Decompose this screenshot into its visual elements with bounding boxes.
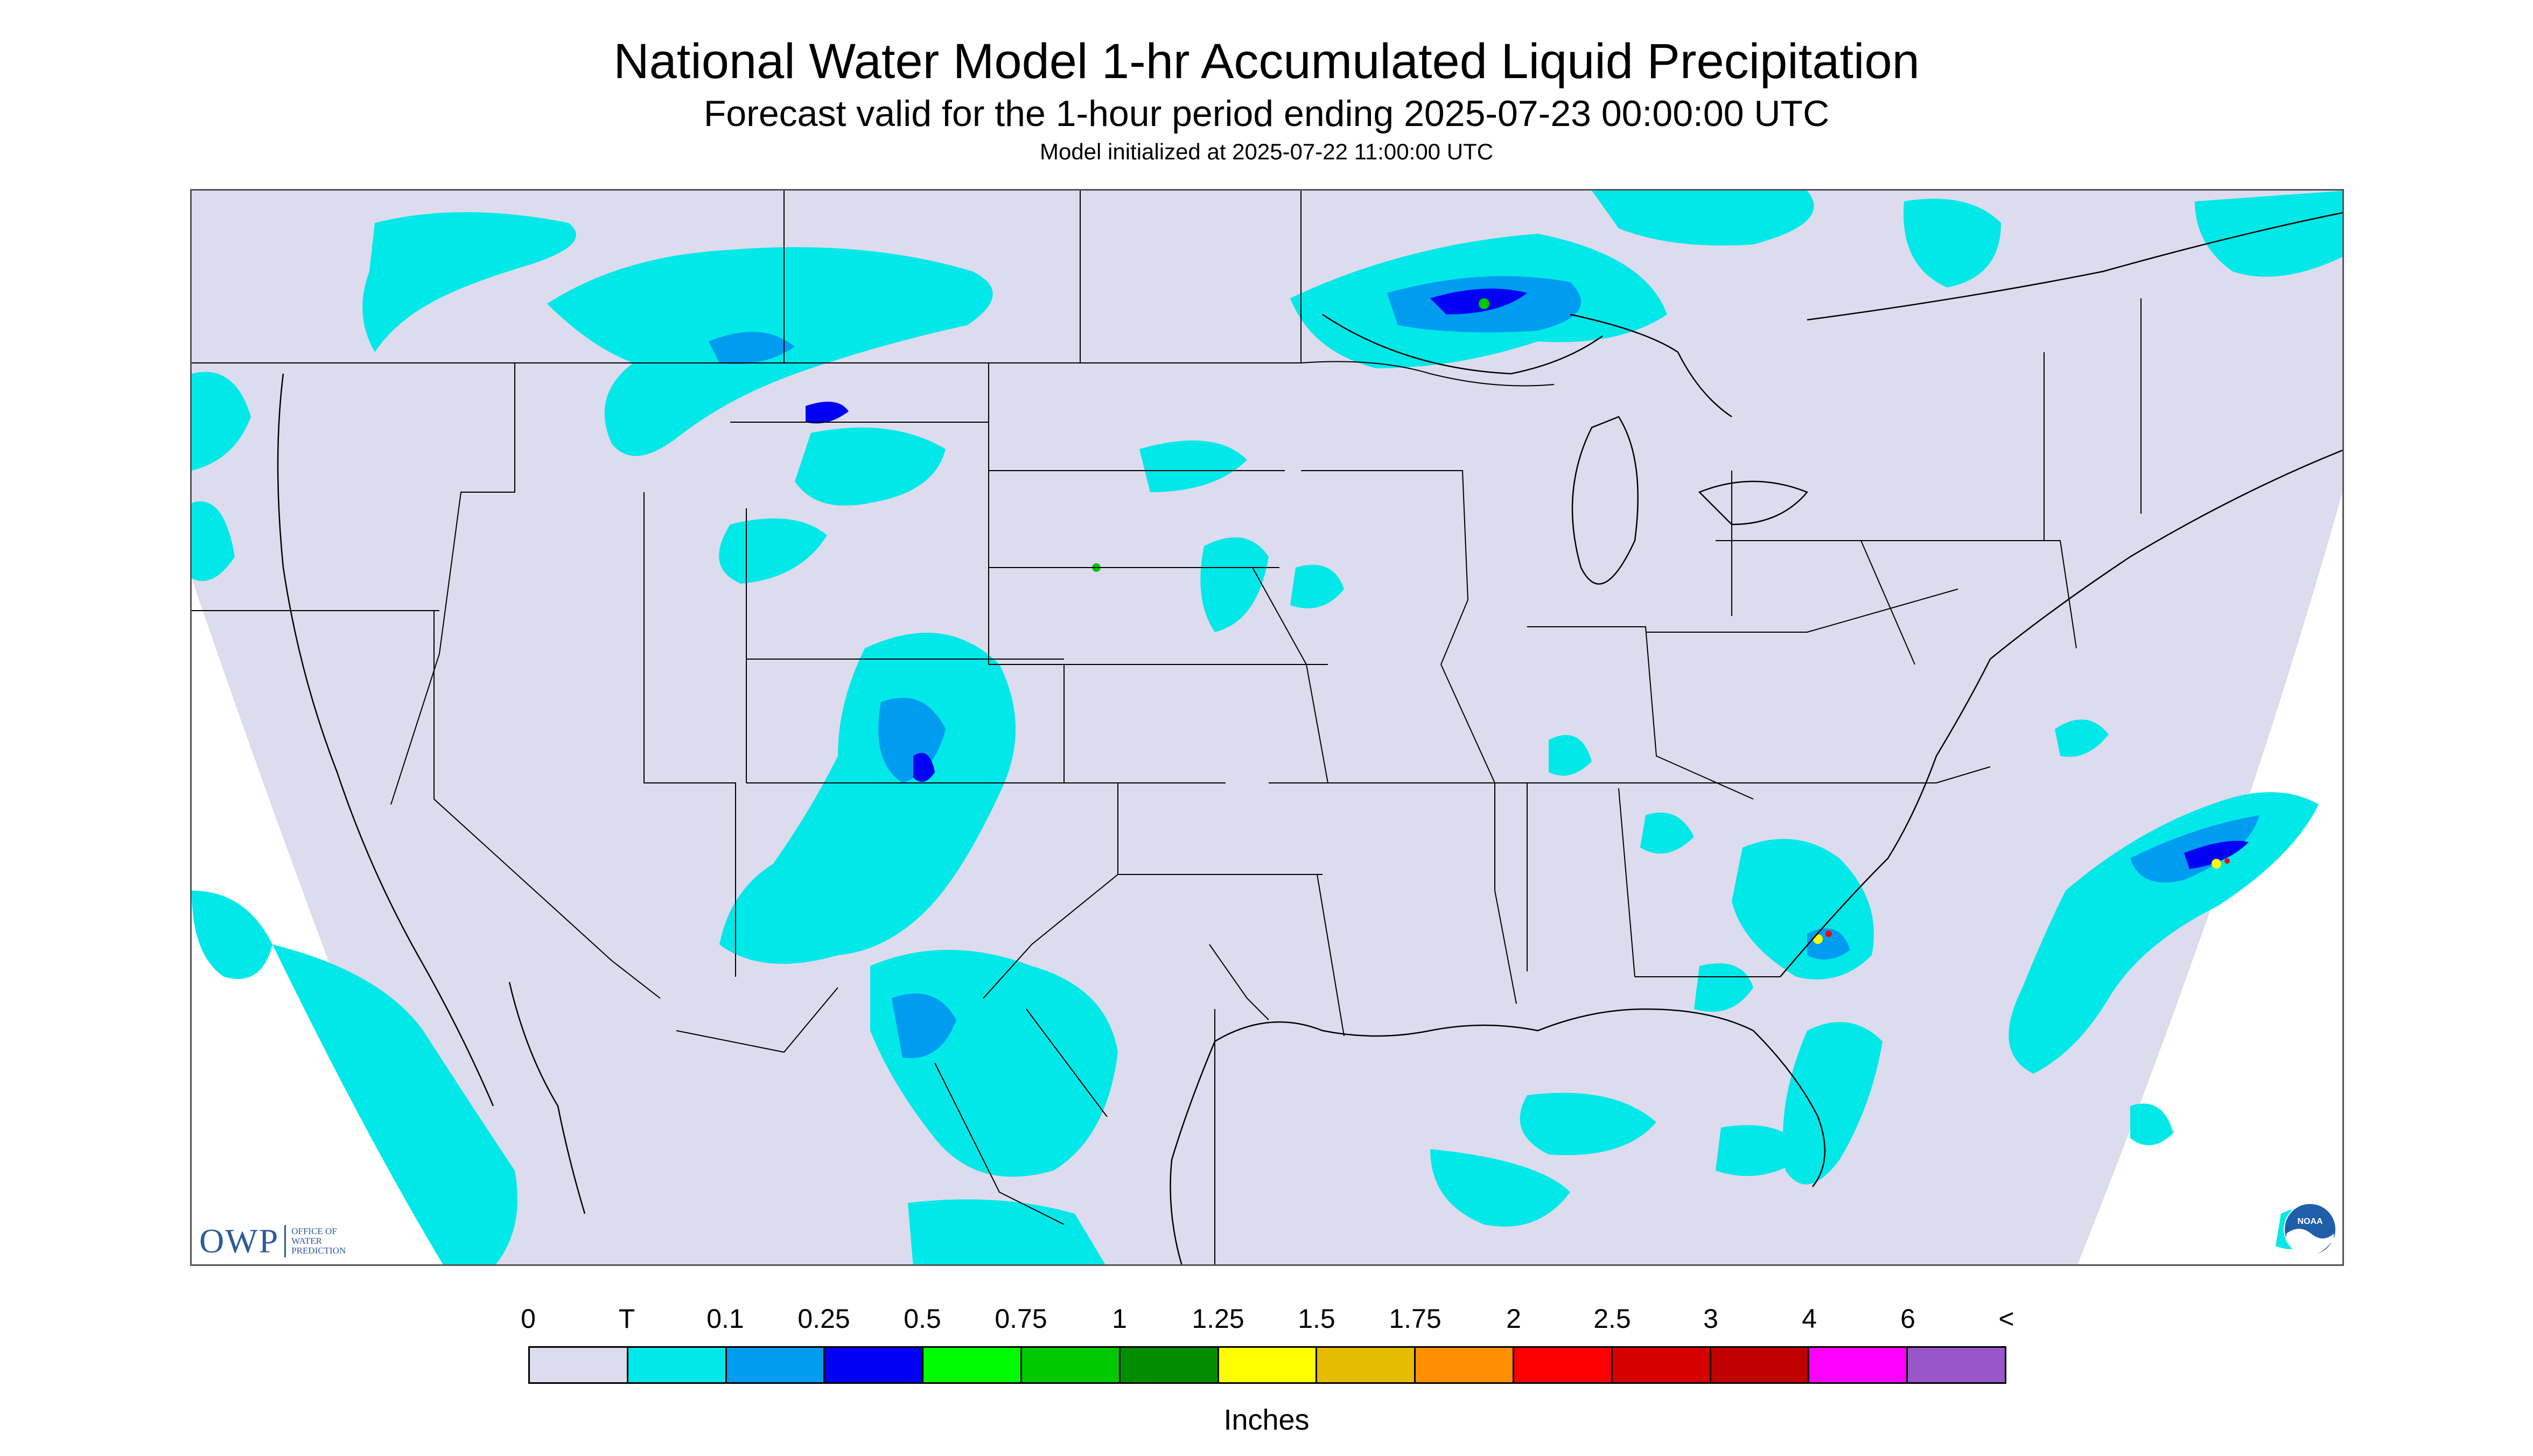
legend-tick: 0 bbox=[521, 1304, 536, 1334]
owp-logo: OWP OFFICE OF WATER PREDICTION bbox=[199, 1222, 361, 1260]
legend-swatch bbox=[825, 1348, 924, 1382]
legend-swatch bbox=[1514, 1348, 1613, 1382]
legend-tick: 0.5 bbox=[904, 1304, 941, 1334]
model-init-text: Model initialized at 2025-07-22 11:00:00… bbox=[1039, 139, 1494, 164]
legend-swatch bbox=[1219, 1348, 1318, 1382]
legend-tick: < bbox=[1998, 1304, 2014, 1334]
legend-tick: 1.75 bbox=[1389, 1304, 1442, 1334]
owp-logo-text: OFFICE OF WATER PREDICTION bbox=[291, 1226, 346, 1256]
map-domain bbox=[192, 191, 2342, 1264]
legend-swatch bbox=[1416, 1348, 1514, 1382]
forecast-valid-subtitle: Forecast valid for the 1-hour period end… bbox=[703, 93, 1830, 134]
precip-heavy-spots bbox=[1092, 298, 2230, 944]
legend-swatch bbox=[628, 1348, 727, 1382]
legend-tick: 1.5 bbox=[1298, 1304, 1335, 1334]
legend-swatch bbox=[1809, 1348, 1908, 1382]
legend-tick: 2.5 bbox=[1593, 1304, 1631, 1334]
coastlines bbox=[277, 212, 2342, 1264]
color-legend-bar bbox=[528, 1346, 2006, 1384]
legend-units-label: Inches bbox=[1223, 1404, 1310, 1436]
legend-tick: T bbox=[618, 1304, 635, 1334]
state-boundaries bbox=[192, 191, 2142, 1264]
noaa-logo-icon: NOAA bbox=[2284, 1203, 2336, 1256]
legend-swatch bbox=[530, 1348, 628, 1382]
legend-swatch bbox=[1317, 1348, 1416, 1382]
precipitation-map-canvas bbox=[192, 191, 2342, 1264]
legend-swatch bbox=[923, 1348, 1022, 1382]
legend-tick: 4 bbox=[1802, 1304, 1817, 1334]
legend-swatch bbox=[726, 1348, 825, 1382]
owp-logo-divider bbox=[284, 1225, 286, 1257]
legend-tick: 1.25 bbox=[1192, 1304, 1244, 1334]
legend-swatch bbox=[1711, 1348, 1810, 1382]
legend-swatch bbox=[1908, 1348, 2005, 1382]
legend-tick: 3 bbox=[1703, 1304, 1718, 1334]
legend-tick: 0.1 bbox=[706, 1304, 744, 1334]
legend-swatch bbox=[1612, 1348, 1711, 1382]
precipitation-map bbox=[190, 189, 2344, 1266]
legend-tick: 0.25 bbox=[797, 1304, 850, 1334]
legend-tick: 0.75 bbox=[995, 1304, 1047, 1334]
noaa-logo-text: NOAA bbox=[2297, 1217, 2323, 1226]
legend-tick: 2 bbox=[1506, 1304, 1521, 1334]
legend-swatch bbox=[1120, 1348, 1219, 1382]
map-title: National Water Model 1-hr Accumulated Li… bbox=[613, 34, 1920, 89]
precip-moderate-areas bbox=[806, 289, 2249, 869]
legend-swatch bbox=[1021, 1348, 1121, 1382]
legend-tick: 1 bbox=[1112, 1304, 1127, 1334]
legend-tick: 6 bbox=[1900, 1304, 1915, 1334]
owp-logo-mark: OWP bbox=[199, 1222, 279, 1260]
